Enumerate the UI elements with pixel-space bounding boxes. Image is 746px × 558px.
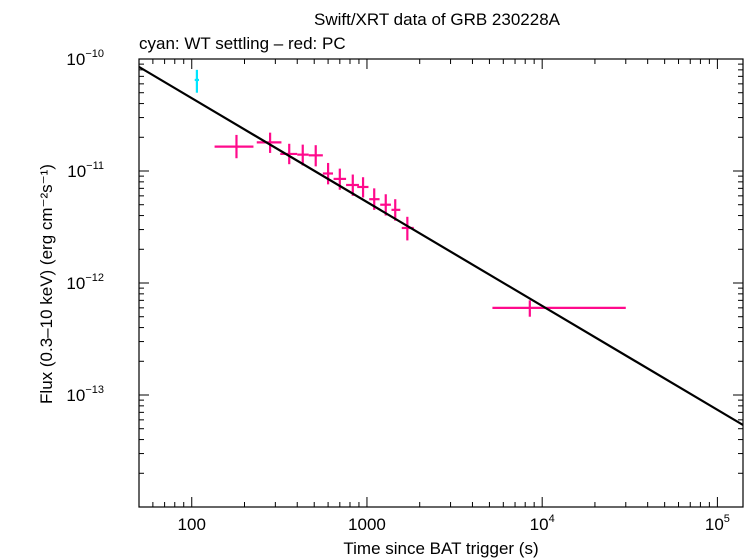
data-point [322, 162, 334, 185]
x-tick-label-base: 1000 [348, 515, 386, 534]
data-point [357, 177, 369, 198]
y-tick-label-base: 10 [67, 162, 86, 181]
x-tick-label-exponent: 5 [724, 513, 730, 525]
y-tick-label-base: 10 [66, 50, 85, 69]
data-point [346, 174, 359, 196]
y-tick-label: 10−13 [66, 384, 104, 405]
x-tick-label: 104 [530, 513, 555, 534]
fit-line [139, 65, 743, 426]
y-tick-label: 10−12 [66, 272, 104, 293]
data-point [280, 143, 298, 165]
chart-subtitle: cyan: WT settling – red: PC [139, 34, 346, 53]
y-tick-label-exponent: −10 [85, 48, 104, 60]
y-tick-label-base: 10 [66, 274, 85, 293]
data-point [194, 69, 199, 93]
x-tick-label: 1000 [348, 515, 386, 534]
y-tick-label-exponent: −13 [85, 384, 104, 396]
x-tick-label-exponent: 4 [549, 513, 555, 525]
data-point [391, 199, 401, 221]
y-axis-label: Flux (0.3–10 keV) (erg cm⁻²s⁻¹) [37, 164, 56, 404]
data-layer [139, 65, 743, 426]
data-point [297, 144, 309, 166]
y-tick-label-exponent: −11 [86, 160, 104, 172]
x-tick-label-base: 100 [178, 515, 206, 534]
data-point [492, 300, 626, 317]
plot-frame [138, 58, 744, 508]
y-tick-label-base: 10 [66, 386, 85, 405]
y-tick-label-exponent: −12 [85, 272, 104, 284]
x-tick-label-base: 10 [530, 515, 549, 534]
chart-title: Swift/XRT data of GRB 230228A [314, 10, 561, 29]
x-tick-label: 105 [705, 513, 730, 534]
data-point [214, 134, 254, 159]
data-point [256, 132, 282, 153]
y-tick-label: 10−10 [66, 48, 104, 69]
x-tick-label-base: 10 [705, 515, 724, 534]
x-tick-label: 100 [178, 515, 206, 534]
y-tick-label: 10−11 [67, 160, 104, 181]
data-point [308, 145, 323, 167]
x-axis-label: Time since BAT trigger (s) [343, 539, 538, 558]
